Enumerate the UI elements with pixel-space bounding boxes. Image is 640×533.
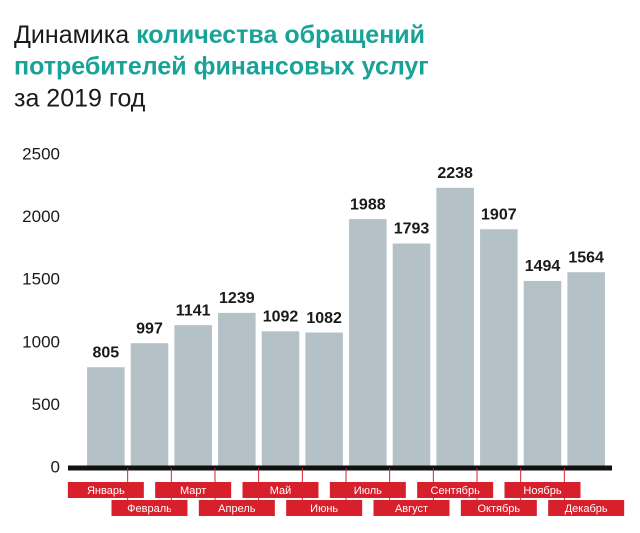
y-tick-label: 1500 <box>22 270 60 289</box>
data-label: 997 <box>136 320 163 337</box>
category-box <box>417 482 494 498</box>
category-box <box>373 500 450 516</box>
x-tick-label: Декабрь <box>565 503 608 515</box>
category-box <box>242 482 319 498</box>
category-box <box>504 482 581 498</box>
category-box <box>155 482 232 498</box>
x-tick-label: Ноябрь <box>523 485 561 497</box>
data-label: 805 <box>92 344 119 361</box>
data-label: 1988 <box>350 196 386 213</box>
category-box <box>67 482 144 498</box>
bar <box>567 272 605 468</box>
data-label: 1141 <box>176 302 211 319</box>
x-tick-label: Июнь <box>310 503 338 515</box>
data-label: 1082 <box>306 310 342 327</box>
x-tick-label: Февраль <box>127 503 172 515</box>
y-tick-label: 500 <box>32 395 60 414</box>
x-tick-label: Июль <box>354 485 382 497</box>
data-label: 1564 <box>568 249 604 266</box>
category-box <box>329 482 406 498</box>
bar <box>130 343 169 468</box>
data-label: 2238 <box>437 165 473 182</box>
x-tick-label: Сентябрь <box>431 485 481 497</box>
bar <box>261 331 300 468</box>
title-part: Динамика <box>14 21 129 49</box>
bar <box>218 312 256 468</box>
x-tick-label: Апрель <box>218 503 256 515</box>
y-tick-label: 0 <box>51 457 60 476</box>
data-label: 1239 <box>219 290 255 307</box>
data-label: 1092 <box>263 309 299 326</box>
bar <box>305 332 343 468</box>
y-tick-label: 2500 <box>22 144 60 163</box>
y-tick-label: 2000 <box>22 207 60 226</box>
x-tick-label: Март <box>180 485 206 497</box>
data-label: 1907 <box>481 206 517 223</box>
x-tick-label: Август <box>395 503 428 515</box>
category-box <box>111 500 188 516</box>
chart-title-line3: за 2019 год <box>14 85 146 113</box>
x-tick-label: Май <box>270 485 292 497</box>
category-box <box>548 500 625 516</box>
y-tick-label: 1000 <box>22 332 60 351</box>
bar <box>87 367 125 468</box>
chart-title-line2: потребителей финансовых услуг <box>14 53 429 81</box>
category-box <box>198 500 275 516</box>
category-box <box>460 500 537 516</box>
bar <box>436 187 474 468</box>
x-tick-label: Январь <box>87 485 125 497</box>
chart-title-line1: Динамика количества обращений <box>14 21 425 49</box>
x-tick-label: Октябрь <box>478 503 521 515</box>
data-label: 1494 <box>525 258 561 275</box>
bar <box>349 219 387 468</box>
bar <box>480 229 518 468</box>
bar <box>523 280 562 468</box>
data-label: 1793 <box>394 221 430 238</box>
title-part: количества обращений <box>136 21 425 49</box>
category-box <box>286 500 363 516</box>
bar <box>392 243 431 468</box>
bar <box>174 325 212 468</box>
